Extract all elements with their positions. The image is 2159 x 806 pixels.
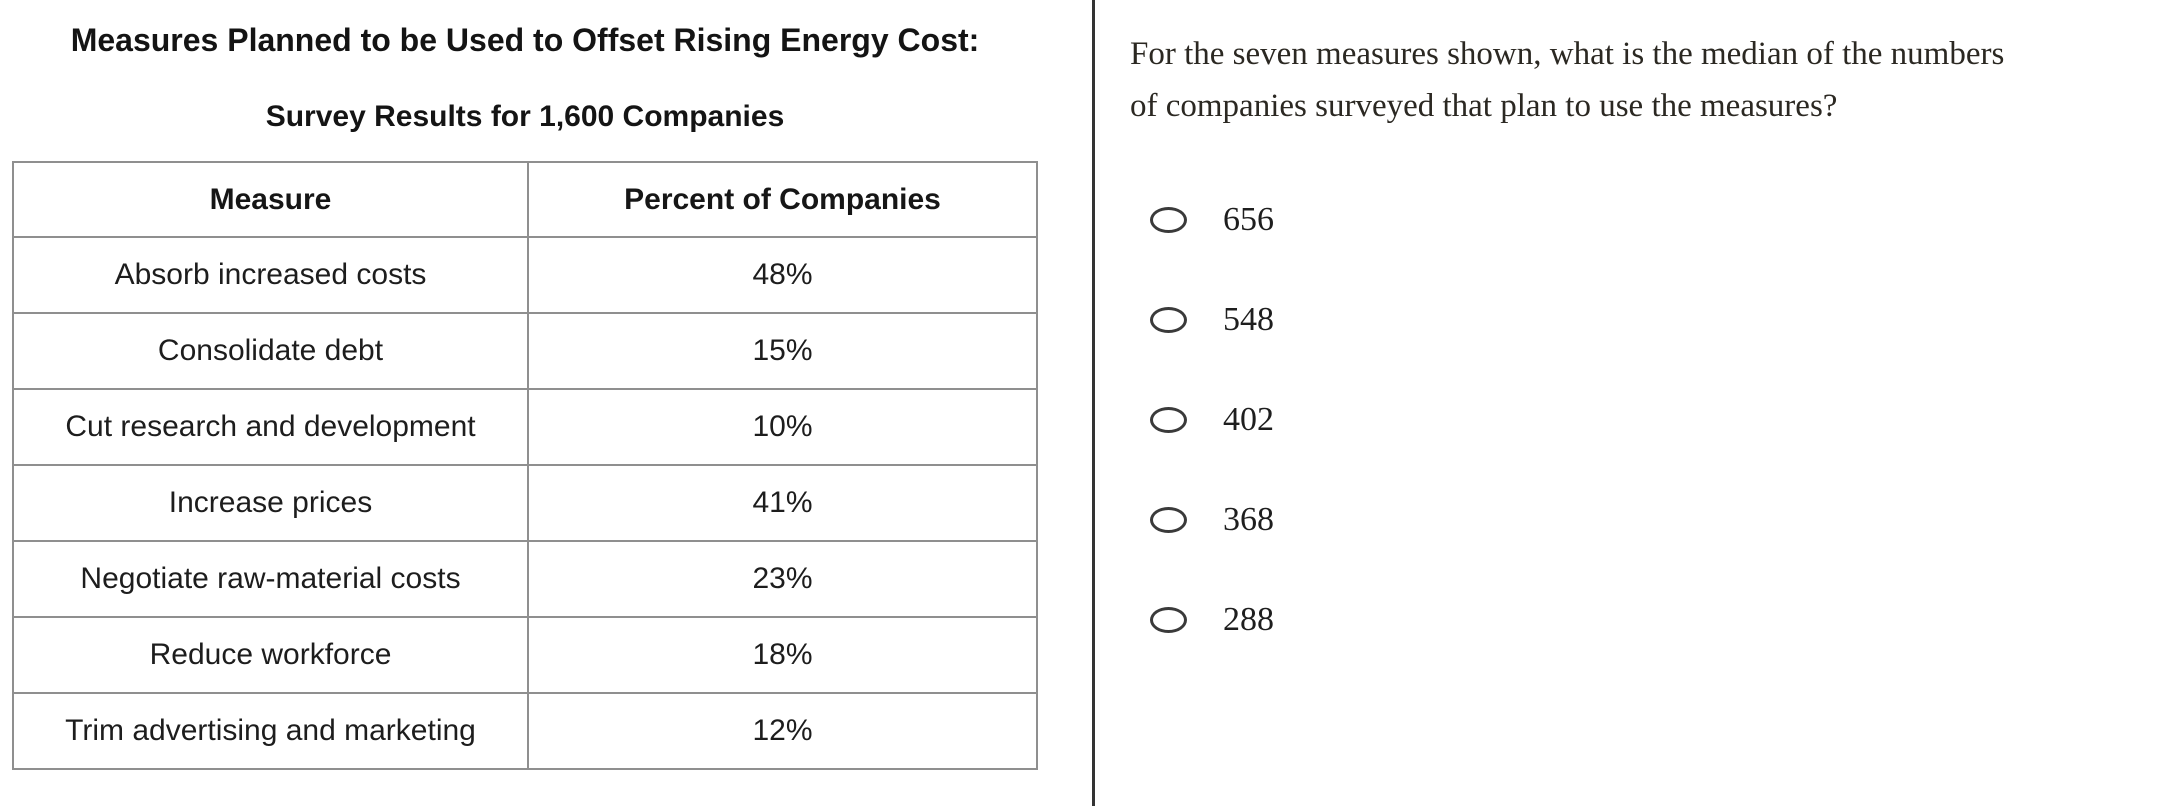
- table-header-row: Measure Percent of Companies: [12, 161, 1038, 238]
- percent-cell: 15%: [527, 312, 1038, 390]
- question-text: For the seven measures shown, what is th…: [1130, 28, 2004, 132]
- radio-button-icon[interactable]: [1150, 207, 1187, 233]
- measure-cell: Negotiate raw-material costs: [12, 540, 529, 618]
- option-label: 368: [1223, 501, 1274, 538]
- answer-option[interactable]: 402: [1150, 398, 1274, 442]
- radio-button-icon[interactable]: [1150, 507, 1187, 533]
- answer-option[interactable]: 656: [1150, 198, 1274, 242]
- option-label: 656: [1223, 201, 1274, 238]
- question-line: For the seven measures shown, what is th…: [1130, 36, 2005, 72]
- table-row: Cut research and development 10%: [12, 388, 1038, 466]
- percent-cell: 12%: [527, 692, 1038, 770]
- answer-option[interactable]: 288: [1150, 598, 1274, 642]
- table-row: Reduce workforce 18%: [12, 616, 1038, 694]
- panel-divider: [1092, 0, 1095, 806]
- table-row: Trim advertising and marketing 12%: [12, 692, 1038, 770]
- option-label: 402: [1223, 401, 1274, 438]
- percent-cell: 48%: [527, 236, 1038, 314]
- measure-cell: Cut research and development: [12, 388, 529, 466]
- column-header-percent: Percent of Companies: [527, 161, 1038, 238]
- radio-button-icon[interactable]: [1150, 607, 1187, 633]
- table-row: Absorb increased costs 48%: [12, 236, 1038, 314]
- column-header-measure: Measure: [12, 161, 529, 238]
- table-title: Measures Planned to be Used to Offset Ri…: [70, 22, 980, 58]
- table-panel: Measures Planned to be Used to Offset Ri…: [12, 22, 1038, 770]
- table-row: Consolidate debt 15%: [12, 312, 1038, 390]
- percent-cell: 10%: [527, 388, 1038, 466]
- option-label: 288: [1223, 601, 1274, 638]
- answer-option[interactable]: 368: [1150, 498, 1274, 542]
- answer-options: 656 548 402 368 288: [1150, 198, 1274, 698]
- measure-cell: Reduce workforce: [12, 616, 529, 694]
- question-panel: For the seven measures shown, what is th…: [1095, 0, 2159, 806]
- table-row: Negotiate raw-material costs 23%: [12, 540, 1038, 618]
- measure-cell: Absorb increased costs: [12, 236, 529, 314]
- percent-cell: 23%: [527, 540, 1038, 618]
- measure-cell: Increase prices: [12, 464, 529, 542]
- question-line: of companies surveyed that plan to use t…: [1130, 88, 1838, 124]
- percent-cell: 41%: [527, 464, 1038, 542]
- table-subtitle: Survey Results for 1,600 Companies: [265, 100, 785, 133]
- percent-cell: 18%: [527, 616, 1038, 694]
- measure-cell: Trim advertising and marketing: [12, 692, 529, 770]
- table-row: Increase prices 41%: [12, 464, 1038, 542]
- radio-button-icon[interactable]: [1150, 307, 1187, 333]
- measure-cell: Consolidate debt: [12, 312, 529, 390]
- radio-button-icon[interactable]: [1150, 407, 1187, 433]
- measures-table: Measure Percent of Companies Absorb incr…: [12, 161, 1038, 770]
- answer-option[interactable]: 548: [1150, 298, 1274, 342]
- option-label: 548: [1223, 301, 1274, 338]
